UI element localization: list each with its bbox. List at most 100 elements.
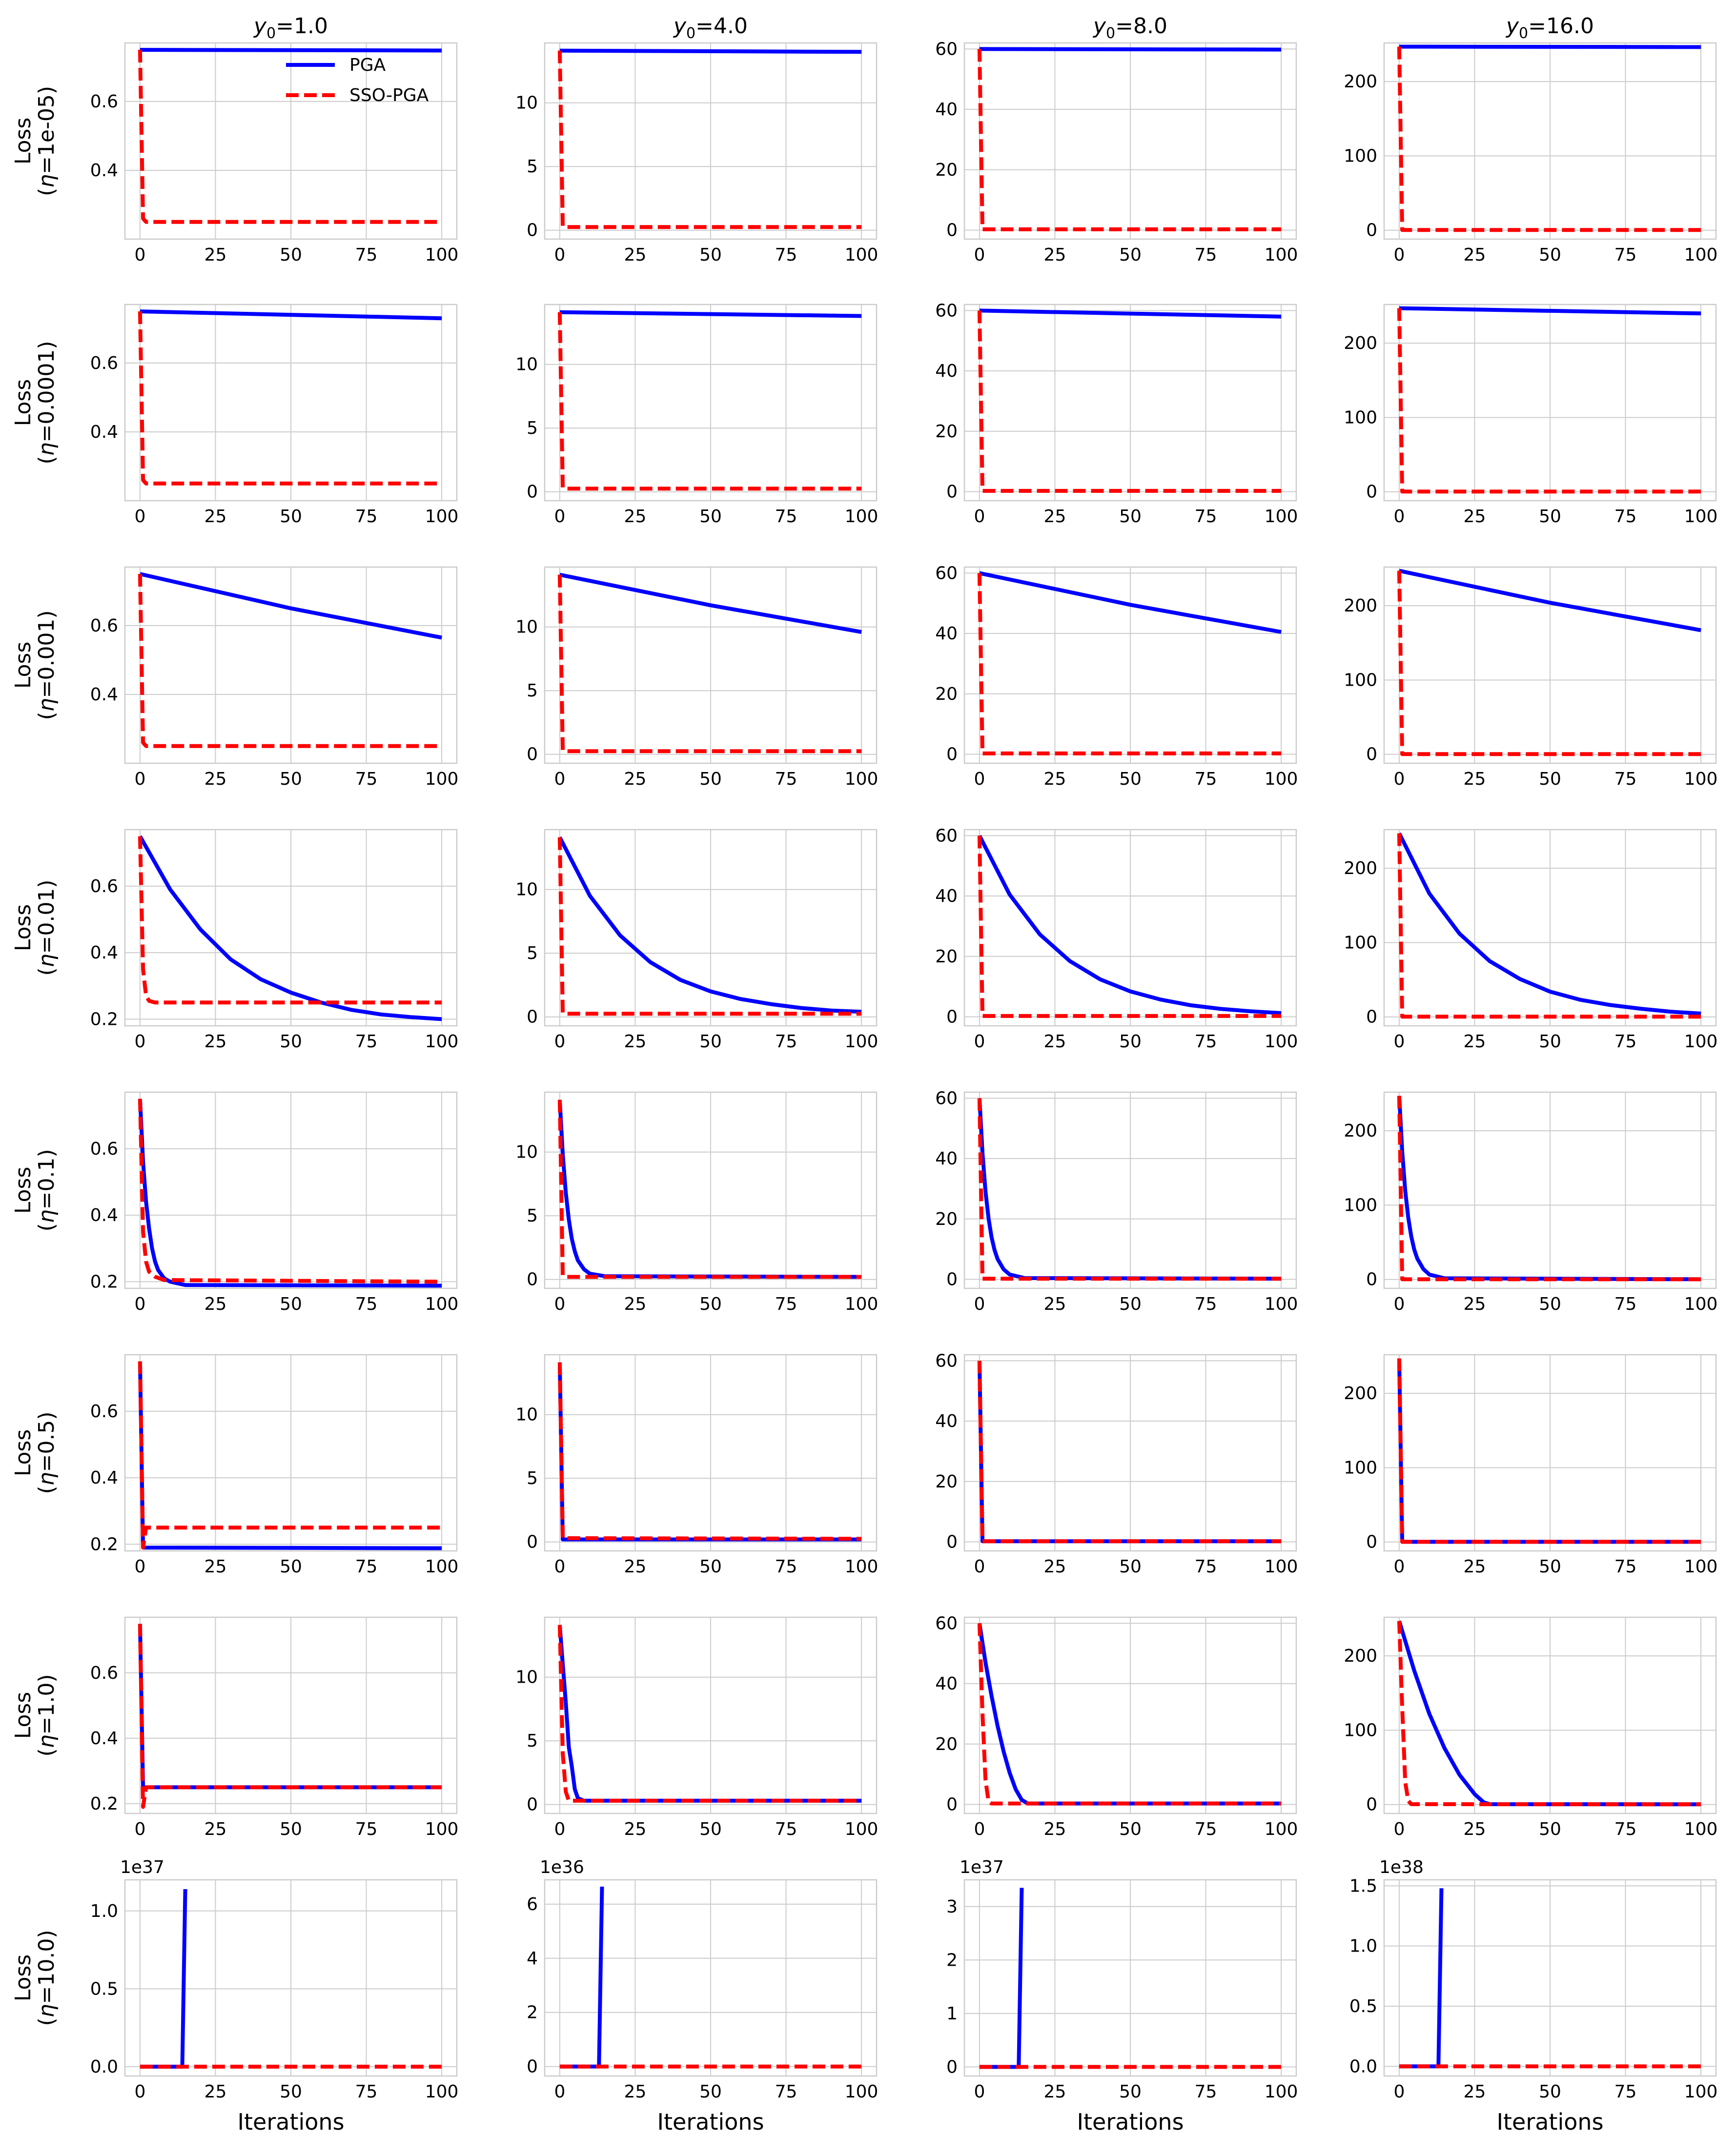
x-tick-label: 75	[1195, 2082, 1217, 2102]
column-title-part: y	[1505, 14, 1519, 39]
x-tick-label: 0	[1393, 1032, 1405, 1052]
y-tick-label: 60	[935, 1613, 958, 1633]
x-tick-label: 75	[1614, 507, 1637, 527]
x-tick-label: 100	[1265, 1557, 1298, 1577]
x-tick-label: 25	[204, 1294, 227, 1314]
x-tick-label: 75	[355, 1032, 378, 1052]
y-tick-label: 5	[527, 1731, 538, 1751]
row-label-part: η	[34, 174, 59, 188]
panel-r6-c1: 0 25 50 75 100 0 5 10	[515, 1616, 878, 1839]
panel-r5-c0: 0 25 50 75 100 0.2 0.4 0.6	[90, 1354, 458, 1577]
y-tick-label: 200	[1344, 1384, 1377, 1404]
row-label-part: η	[34, 1209, 59, 1223]
row-label-part: =0.001)	[34, 610, 59, 698]
y-tick-label: 40	[935, 100, 958, 120]
sso-pga-line	[557, 1625, 862, 1803]
panel-r7-c0: 0 25 50 75 100 0.0 0.5 1.0 1e37 Iterations	[90, 1857, 459, 2135]
y-tick-label: 0.4	[90, 1729, 118, 1749]
x-tick-label: 75	[1614, 1032, 1637, 1052]
y-tick-label: 5	[527, 943, 538, 963]
x-tick-label: 100	[1265, 1819, 1298, 1839]
pga-line	[559, 572, 862, 634]
y-tick-label: 5	[527, 681, 538, 701]
row-label-line1: Loss	[11, 904, 36, 952]
panel-r1-c3: 0 25 50 75 100 0 100 200	[1344, 304, 1718, 527]
pga-line	[1397, 832, 1701, 1016]
x-tick-label: 100	[1265, 2082, 1298, 2102]
sso-pga-line	[138, 50, 442, 224]
panel-r3-c2: 0 25 50 75 100 0 20 40 60	[935, 826, 1298, 1052]
x-tick-label: 50	[1119, 1294, 1142, 1314]
x-tick-label: 25	[624, 1557, 647, 1577]
x-tick-label: 100	[1684, 1819, 1718, 1839]
y-tick-label: 60	[935, 826, 958, 846]
y-tick-label: 0.6	[90, 876, 118, 896]
row-label-line1: Loss	[11, 642, 36, 689]
panel-r3-c1: 0 25 50 75 100 0 5 10	[515, 829, 878, 1052]
y-tick-label: 60	[935, 1088, 958, 1108]
row-label-part: η	[34, 698, 59, 712]
sso-pga-line	[557, 1362, 862, 1541]
y-tick-label: 10	[515, 617, 538, 637]
x-tick-label: 50	[699, 1557, 722, 1577]
x-tick-label: 75	[1614, 769, 1637, 789]
x-tick-label: 100	[1684, 1294, 1718, 1314]
x-tick-label: 100	[1684, 245, 1718, 265]
x-tick-label: 0	[974, 245, 985, 265]
x-tick-label: 0	[1393, 507, 1405, 527]
panel-r6-c0: 0 25 50 75 100 0.2 0.4 0.6	[90, 1616, 458, 1839]
y-tick-label: 0.2	[90, 1272, 118, 1292]
row-label-part: =1e-05)	[34, 86, 59, 174]
x-tick-label: 25	[624, 1294, 647, 1314]
x-tick-label: 25	[204, 769, 227, 789]
y-tick-label: 100	[1344, 1720, 1377, 1740]
x-tick-label: 50	[1539, 507, 1561, 527]
x-tick-label: 0	[554, 507, 565, 527]
x-tick-label: 100	[1684, 507, 1718, 527]
row-label-line1: Loss	[11, 1167, 36, 1214]
x-tick-label: 100	[1265, 1032, 1298, 1052]
x-tick-label: 25	[1044, 1819, 1066, 1839]
column-title-part: y	[673, 14, 687, 39]
x-tick-label: 100	[845, 1557, 878, 1577]
y-tick-label: 0	[1366, 482, 1377, 502]
x-tick-label: 100	[1684, 2082, 1718, 2102]
x-tick-label: 25	[624, 507, 647, 527]
panel-r5-c3: 0 25 50 75 100 0 100 200	[1344, 1354, 1717, 1577]
y-tick-label: 5	[527, 157, 538, 177]
column-title: y0=16.0	[1505, 14, 1594, 42]
x-tick-label: 25	[1044, 507, 1066, 527]
x-tick-label: 25	[1464, 1294, 1486, 1314]
x-tick-label: 100	[425, 245, 459, 265]
sso-pga-line	[138, 1099, 442, 1284]
x-tick-label: 75	[355, 1557, 378, 1577]
panel-r4-c2: 0 25 50 75 100 0 20 40 60	[935, 1088, 1298, 1314]
sso-pga-line	[977, 1098, 1282, 1281]
x-axis-label: Iterations	[657, 2109, 764, 2135]
row-label-part: (	[34, 1223, 59, 1231]
y-tick-label: 0	[946, 744, 958, 764]
legend-pga-label: PGA	[349, 55, 386, 75]
x-tick-label: 75	[355, 1294, 378, 1314]
y-tick-label: 10	[515, 1405, 538, 1425]
x-tick-label: 75	[775, 1819, 797, 1839]
x-tick-label: 50	[280, 1557, 302, 1577]
y-exponent-label: 1e37	[120, 1857, 164, 1877]
x-tick-label: 25	[1044, 1032, 1066, 1052]
panel-r1-c1: 0 25 50 75 100 0 5 10	[515, 304, 878, 527]
y-tick-label: 0.2	[90, 1534, 118, 1554]
x-tick-label: 50	[1119, 507, 1142, 527]
x-tick-label: 75	[775, 1294, 797, 1314]
y-tick-label: 0	[1366, 1270, 1377, 1290]
x-tick-label: 25	[624, 1032, 647, 1052]
y-tick-label: 0	[1366, 1007, 1377, 1027]
row-label-group: Loss(η=0.01)	[11, 879, 59, 976]
sso-pga-line	[557, 312, 862, 491]
y-tick-label: 100	[1344, 1195, 1377, 1215]
column-title-part: y	[253, 14, 267, 39]
y-tick-label: 0	[527, 1795, 538, 1815]
x-tick-label: 50	[1539, 1819, 1561, 1839]
x-tick-label: 25	[624, 1819, 647, 1839]
x-tick-label: 75	[775, 1032, 797, 1052]
y-tick-label: 6	[527, 1894, 538, 1914]
